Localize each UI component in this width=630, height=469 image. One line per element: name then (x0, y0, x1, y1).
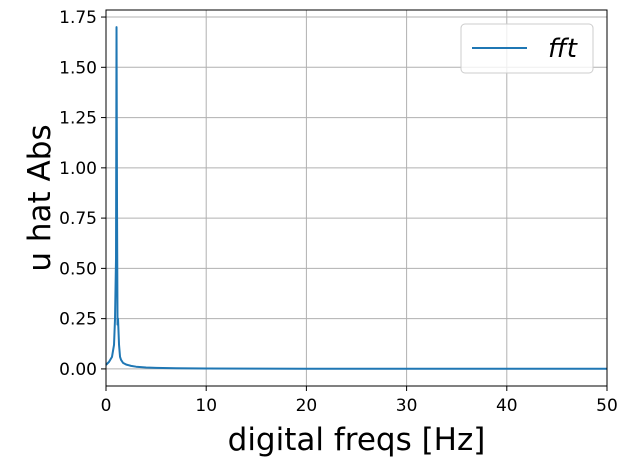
x-tick-label: 40 (496, 396, 518, 416)
y-tick-label: 0.75 (59, 209, 97, 229)
y-tick-label: 1.50 (59, 58, 97, 78)
legend-label-fft: fft (548, 34, 578, 64)
y-tick-label: 1.25 (59, 109, 97, 129)
x-tick-label: 0 (101, 396, 112, 416)
x-tick-label: 20 (296, 396, 318, 416)
x-tick-label: 30 (396, 396, 418, 416)
series-line-fft (105, 26, 608, 370)
legend: fft (460, 23, 594, 74)
y-tick-label: 0.25 (59, 310, 97, 330)
y-tick-label: 1.00 (59, 159, 97, 179)
tick-layer: 0 10 20 30 40 50 0.00 0.25 0.50 0.75 1.00 1.25 1.50 1… (59, 8, 618, 416)
x-axis-label: digital freqs [Hz] (228, 422, 486, 458)
y-tick-label: 1.75 (59, 8, 97, 28)
y-axis-label: u hat Abs (22, 124, 58, 271)
y-tick-label: 0.50 (59, 259, 97, 279)
x-tick-label: 10 (195, 396, 217, 416)
plot-frame (105, 9, 608, 387)
y-tick-label: 0.00 (59, 360, 97, 380)
x-tick-label: 50 (596, 396, 618, 416)
series-layer (105, 26, 608, 370)
